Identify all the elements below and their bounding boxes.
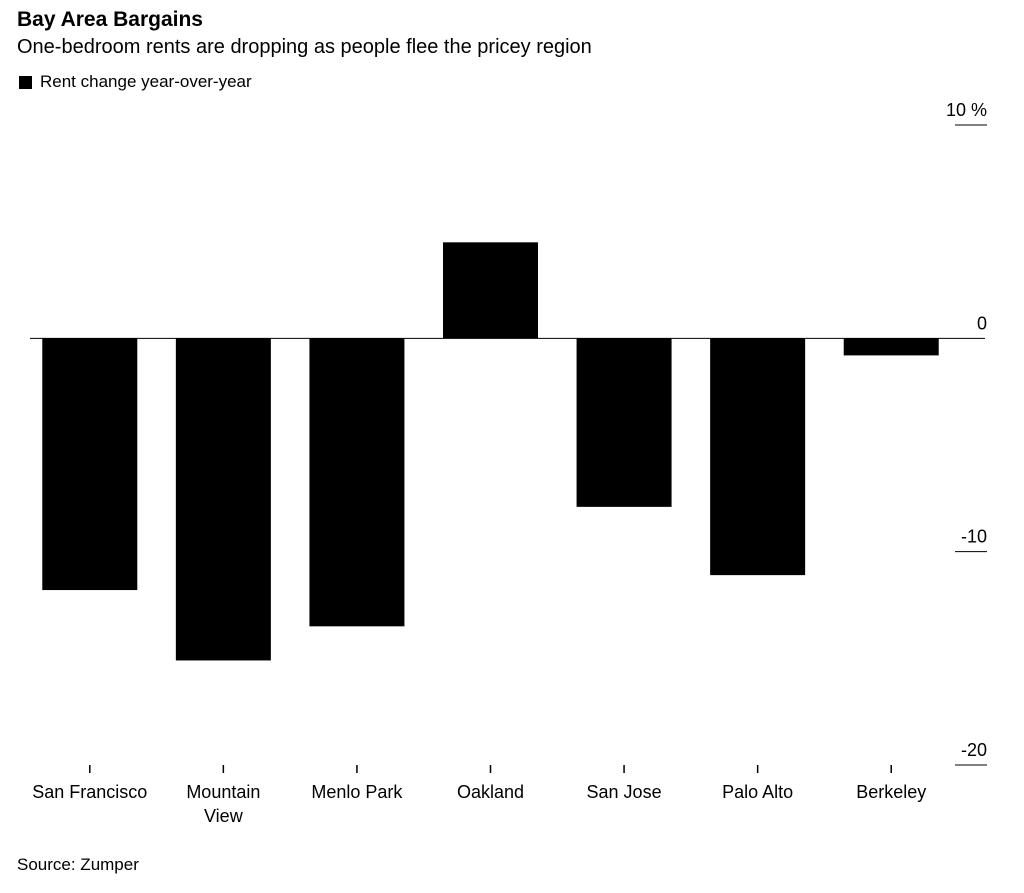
legend: Rent change year-over-year	[19, 72, 252, 92]
chart-title: Bay Area Bargains	[17, 8, 203, 31]
x-tick-label-4: San Jose	[587, 782, 662, 802]
source-note: Source: Zumper	[17, 855, 139, 874]
bar-4	[576, 338, 672, 507]
x-tick-label-5: Palo Alto	[722, 782, 793, 802]
x-tick-label-3: Oakland	[457, 782, 524, 802]
bar-0	[42, 338, 138, 591]
bar-1	[175, 338, 271, 661]
bar-5	[710, 338, 806, 576]
x-tick-label-1: Mountain View	[186, 782, 260, 826]
legend-swatch	[19, 75, 32, 89]
x-tick-label-6: Berkeley	[856, 782, 926, 802]
y-tick-label-1: 0	[977, 313, 987, 333]
x-tick-label-2: Menlo Park	[311, 782, 403, 802]
chart-subtitle: One-bedroom rents are dropping as people…	[17, 36, 592, 58]
y-tick-label-2: -10	[961, 527, 987, 547]
bar-3	[443, 242, 538, 339]
y-tick-label-0: 10 %	[946, 100, 987, 120]
bar-2	[309, 338, 405, 627]
bar-6	[843, 338, 939, 356]
x-tick-label-0: San Francisco	[32, 782, 147, 802]
y-tick-label-3: -20	[961, 740, 987, 760]
legend-label: Rent change year-over-year	[40, 72, 252, 91]
